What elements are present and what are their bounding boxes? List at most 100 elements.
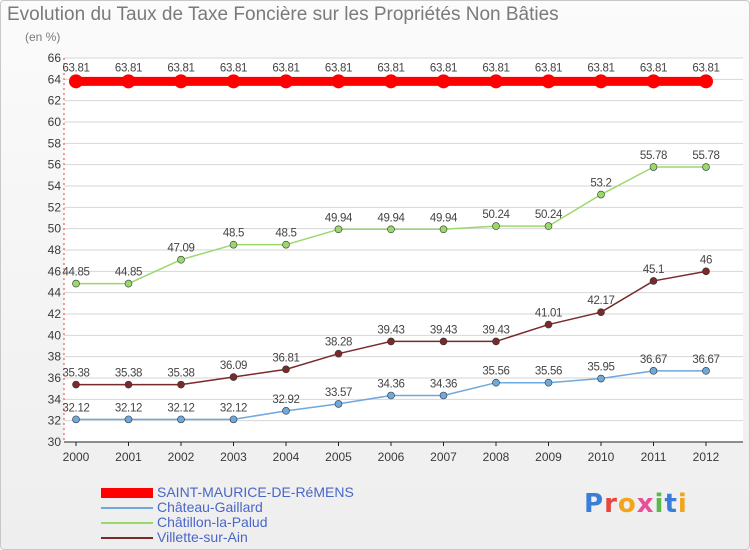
data-label: 41.01 (535, 308, 562, 320)
data-label: 44.85 (115, 267, 142, 279)
data-label: 50.24 (535, 209, 563, 221)
data-point (541, 74, 556, 89)
data-point (124, 279, 133, 288)
y-tick-label: 48 (48, 243, 62, 257)
data-label: 46 (700, 254, 712, 266)
data-label: 53.2 (590, 178, 611, 190)
x-tick-label: 2008 (483, 450, 510, 464)
logo-letter: x (636, 489, 655, 519)
data-point (646, 74, 661, 89)
data-label: 39.43 (482, 324, 509, 336)
data-label: 32.12 (62, 402, 89, 414)
data-point (334, 225, 343, 234)
data-label: 34.36 (377, 378, 404, 390)
x-tick-label: 2007 (430, 450, 457, 464)
data-point (124, 415, 133, 424)
data-label: 44.85 (62, 267, 89, 279)
data-label: 63.81 (692, 62, 719, 74)
data-point (439, 337, 448, 346)
data-label: 49.94 (430, 212, 458, 224)
data-label: 35.38 (115, 368, 142, 380)
data-label: 45.1 (643, 264, 664, 276)
data-point (387, 225, 395, 234)
data-point (702, 367, 710, 375)
logo-letter: P (584, 489, 605, 519)
legend-swatch-chatillon-la-palud (101, 522, 153, 524)
data-point (702, 163, 710, 171)
data-point (439, 391, 448, 400)
data-label: 63.81 (325, 62, 352, 74)
y-tick-label: 44 (48, 286, 62, 300)
x-tick-label: 2005 (325, 450, 352, 464)
data-label: 63.81 (272, 62, 299, 74)
x-tick-label: 2003 (220, 450, 247, 464)
data-point (436, 74, 451, 89)
data-point (334, 400, 343, 408)
data-point (229, 240, 238, 249)
logo-letter: t (664, 489, 678, 519)
legend-label-chatillon-la-palud: Châtillon-la-Palud (157, 514, 268, 530)
data-label: 36.67 (692, 354, 719, 366)
data-point (177, 380, 185, 389)
logo-letter: i (677, 489, 688, 519)
data-point (649, 277, 658, 285)
data-point (649, 163, 658, 171)
data-point (69, 74, 83, 89)
data-label: 38.28 (325, 337, 352, 349)
data-label: 48.5 (275, 228, 296, 240)
data-label: 35.38 (62, 368, 89, 380)
data-label-layer: 63.81 63.81 63.81 63.81 63.81 63.81 63.81 63.81… (62, 62, 720, 414)
y-tick-label: 46 (48, 264, 62, 278)
data-point (384, 74, 398, 89)
data-point (177, 255, 185, 264)
data-point (492, 378, 500, 387)
data-label: 32.12 (115, 402, 142, 414)
data-point (279, 74, 293, 89)
data-label: 32.12 (167, 402, 194, 414)
y-tick-label: 30 (48, 435, 62, 449)
x-tick-label: 2006 (378, 450, 405, 464)
data-point (226, 74, 241, 89)
data-label: 39.43 (377, 324, 404, 336)
x-tick-label: 2001 (115, 450, 142, 464)
y-tick-label: 36 (48, 371, 62, 385)
data-label: 47.09 (167, 243, 194, 255)
data-point (544, 320, 553, 329)
legend-label-chateau-gaillard: Château-Gaillard (157, 499, 263, 515)
y-tick-label: 40 (48, 328, 62, 342)
data-label: 32.12 (220, 402, 247, 414)
data-point (72, 415, 80, 424)
data-label: 63.81 (535, 62, 562, 74)
y-tick-label: 52 (48, 200, 62, 214)
y-tick-label: 42 (48, 307, 62, 321)
series-layer (69, 74, 713, 424)
data-label: 49.94 (325, 212, 353, 224)
data-label: 34.36 (430, 378, 457, 390)
data-label: 35.38 (167, 368, 194, 380)
data-point (597, 308, 605, 316)
axis-layer: 30 32 34 36 38 40 42 44 46 48 50 52 54 56 58 60 62 64 66 20… (48, 51, 743, 464)
data-label: 63.81 (482, 62, 509, 74)
data-point (594, 74, 608, 89)
x-tick-label: 2011 (641, 450, 667, 464)
data-point (492, 222, 500, 230)
logo-letter: r (604, 489, 618, 519)
data-label: 33.57 (325, 387, 352, 399)
data-label: 42.17 (587, 295, 614, 307)
data-label: 49.94 (377, 212, 405, 224)
x-tick-label: 2002 (168, 450, 195, 464)
data-label: 32.92 (272, 394, 299, 406)
data-label: 55.78 (692, 150, 719, 162)
data-point (174, 74, 188, 89)
legend-label-villette-sur-ain: Villette-sur-Ain (157, 529, 248, 545)
data-point (597, 190, 605, 199)
legend-swatch-villette-sur-ain (101, 537, 153, 539)
chart-title: Evolution du Taux de Taxe Foncière sur l… (7, 4, 559, 25)
y-tick-label: 64 (48, 72, 62, 86)
data-point (121, 74, 136, 89)
data-point (492, 337, 500, 346)
x-tick-label: 2010 (588, 450, 615, 464)
y-tick-label: 58 (48, 136, 62, 150)
data-point (544, 378, 553, 387)
